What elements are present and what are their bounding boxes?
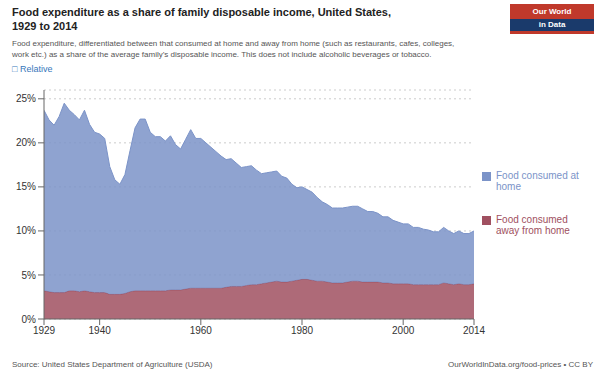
html-text:Food consumed at: Food consumed at [496, 170, 579, 181]
html-text:in Data: in Data [538, 20, 566, 29]
html-text:1929 to 2014: 1929 to 2014 [12, 20, 78, 32]
html-text:Food expenditure as a share of: Food expenditure as a share of family di… [12, 6, 391, 18]
html-text:Our World: Our World [532, 7, 572, 16]
html-text:OurWorldInData.org/food-prices: OurWorldInData.org/food-prices • CC BY [448, 360, 593, 369]
svg-text:1929: 1929 [33, 325, 56, 336]
html-text:Food expenditure, differentiat: Food expenditure, differentiated between… [12, 39, 455, 48]
svg-text:2014: 2014 [463, 325, 486, 336]
html-text:Food consumed: Food consumed [496, 214, 568, 225]
html-text:Source: United States Departme: Source: United States Department of Agri… [12, 360, 213, 369]
svg-text:25%: 25% [16, 93, 36, 104]
html-text:□ Relative: □ Relative [12, 64, 53, 74]
svg-text:5%: 5% [22, 270, 37, 281]
svg-text:1960: 1960 [190, 325, 213, 336]
html-text:away from home: away from home [496, 225, 570, 236]
svg-text:1980: 1980 [291, 325, 314, 336]
html-text:work etc.) as a share of the a: work etc.) as a share of the average fam… [12, 50, 432, 59]
svg-text:1940: 1940 [89, 325, 112, 336]
html-text:home: home [496, 181, 521, 192]
svg-text:0%: 0% [22, 314, 37, 325]
svg-text:2000: 2000 [392, 325, 415, 336]
svg-text:15%: 15% [16, 181, 36, 192]
svg-text:10%: 10% [16, 225, 36, 236]
svg-text:20%: 20% [16, 137, 36, 148]
